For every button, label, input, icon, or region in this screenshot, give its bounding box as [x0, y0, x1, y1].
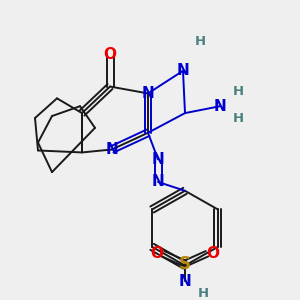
Text: S: S	[179, 255, 191, 273]
Text: N: N	[142, 86, 154, 101]
Text: N: N	[152, 174, 164, 189]
Text: H: H	[232, 112, 244, 124]
Text: H: H	[194, 35, 206, 48]
Text: H: H	[197, 286, 208, 300]
Text: N: N	[214, 99, 226, 114]
Text: O: O	[206, 246, 220, 261]
Text: O: O	[103, 46, 116, 62]
Text: N: N	[152, 152, 164, 167]
Text: O: O	[151, 246, 164, 261]
Text: N: N	[177, 63, 189, 78]
Text: H: H	[232, 85, 244, 98]
Text: N: N	[106, 142, 118, 157]
Text: N: N	[178, 274, 191, 289]
